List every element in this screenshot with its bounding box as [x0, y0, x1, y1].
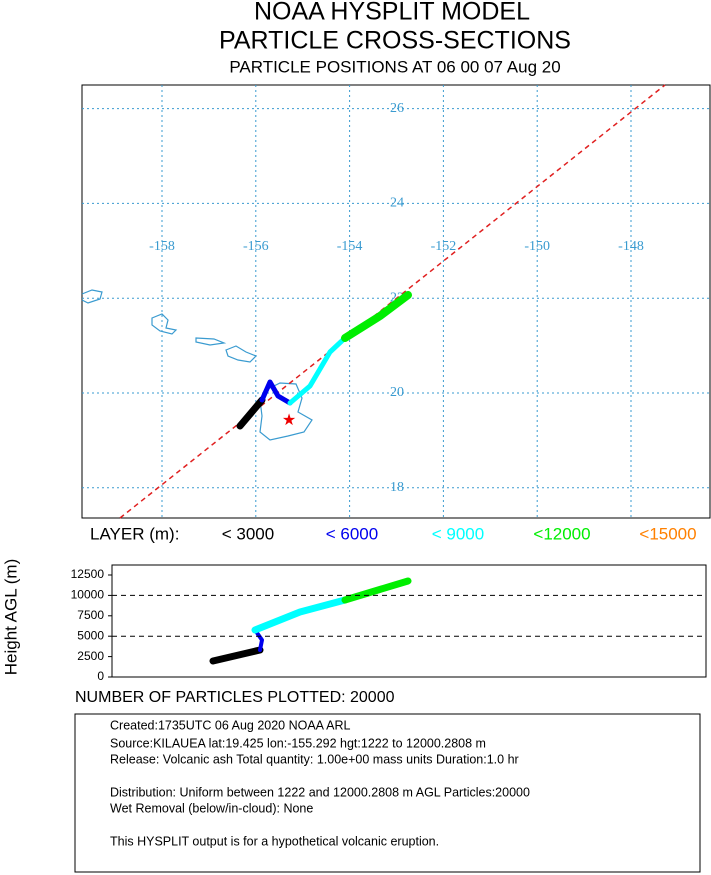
y-tick-label: 2500	[77, 649, 104, 663]
info-box	[74, 713, 701, 873]
y-tick-label: 0	[97, 669, 104, 683]
map-frame	[81, 84, 711, 519]
info-line: Wet Removal (below/in-cloud): None	[110, 801, 313, 815]
particles	[236, 291, 412, 430]
lat-label: 24	[390, 196, 404, 211]
info-line: This HYSPLIT output is for a hypothetica…	[110, 834, 439, 848]
info-text: Created:1735UTC 06 Aug 2020 NOAA ARL Sour…	[110, 718, 530, 848]
subtitle: PARTICLE POSITIONS AT 06 00 07 Aug 20	[229, 57, 560, 76]
info-line: Created:1735UTC 06 Aug 2020 NOAA ARL	[110, 718, 350, 732]
info-line: Source:KILAUEA lat:19.425 lon:-155.292 h…	[110, 736, 486, 750]
legend: LAYER (m): < 3000 < 6000 < 9000 <12000 <1500…	[90, 524, 697, 543]
lon-label: -158	[149, 239, 175, 254]
title: NOAA HYSPLIT MODEL	[254, 0, 530, 26]
lat-label: 20	[390, 385, 404, 400]
y-tick-label: 7500	[77, 608, 104, 622]
lat-label: 26	[390, 101, 404, 116]
legend-item: < 6000	[326, 524, 378, 543]
title: PARTICLE CROSS-SECTIONS	[219, 27, 571, 55]
source-star: ★	[282, 412, 296, 429]
trajectory-line	[119, 84, 666, 519]
cross-section: Height AGL (m) 0 2500 5000 7500 10000 12500	[1, 559, 707, 683]
legend-item: < 9000	[432, 524, 484, 543]
y-tick-label: 5000	[77, 628, 104, 642]
lat-label: 18	[390, 480, 404, 495]
legend-item: <15000	[639, 524, 696, 543]
coastline	[81, 289, 313, 441]
lon-label: -148	[618, 239, 644, 254]
y-axis-label: Height AGL (m)	[1, 559, 20, 676]
y-tick-label: 10000	[71, 588, 105, 602]
lon-label: -152	[431, 239, 457, 254]
map: -158-156-154-152-150-1481820222426 ★	[81, 84, 711, 519]
info-line: Release: Volcanic ash Total quantity: 1.…	[110, 752, 519, 766]
legend-label: LAYER (m):	[90, 524, 179, 543]
particles-count: NUMBER OF PARTICLES PLOTTED: 20000	[75, 689, 395, 706]
lon-label: -150	[524, 239, 550, 254]
particles-height	[209, 577, 412, 665]
info-line: Distribution: Uniform between 1222 and 1…	[110, 785, 530, 799]
y-tick-label: 12500	[71, 567, 105, 581]
legend-item: < 3000	[222, 524, 274, 543]
lon-label: -154	[337, 239, 363, 254]
cross-section-frame	[111, 564, 707, 678]
lon-label: -156	[243, 239, 269, 254]
legend-item: <12000	[533, 524, 590, 543]
